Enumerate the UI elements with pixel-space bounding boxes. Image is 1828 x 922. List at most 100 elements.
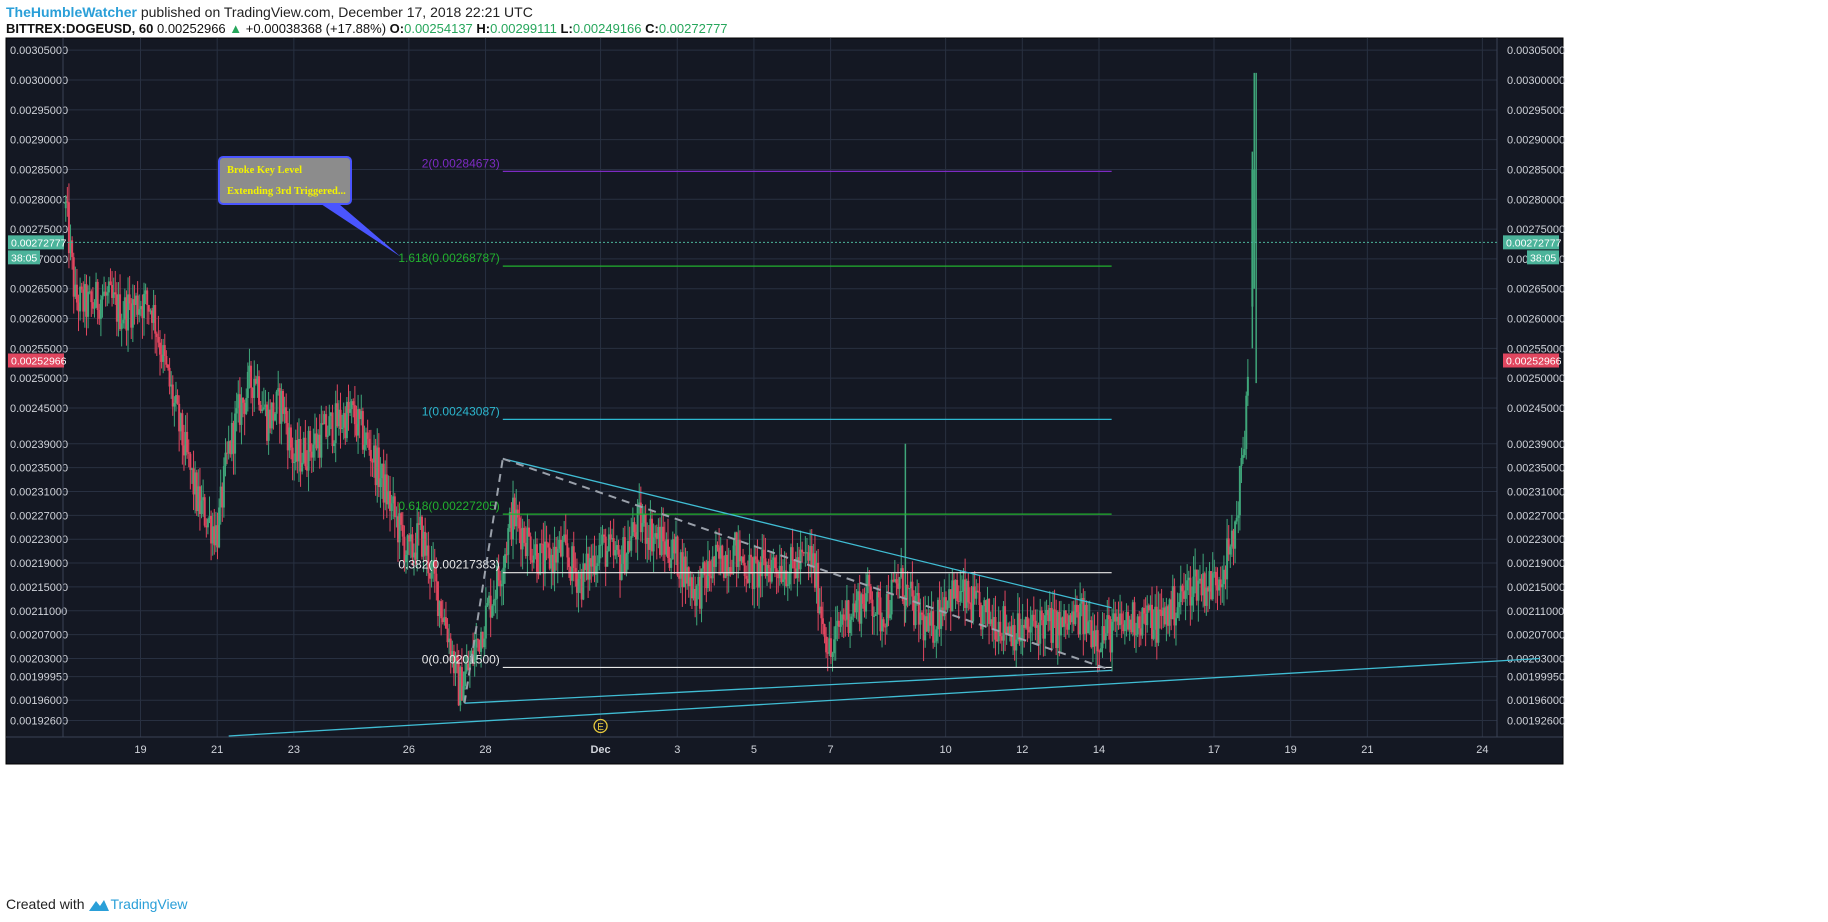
candle-up: [270, 402, 273, 429]
candle-up: [1088, 620, 1091, 622]
candle-up: [1024, 616, 1027, 628]
candle-down: [973, 586, 976, 599]
candle-up: [1115, 616, 1118, 622]
candle-down: [877, 592, 880, 598]
candle-up: [936, 599, 939, 630]
candle-up: [127, 294, 130, 331]
candle-up: [320, 423, 323, 458]
candle-down: [221, 486, 224, 508]
candle-down: [531, 560, 534, 563]
candle-down: [382, 463, 385, 503]
candle-down: [321, 423, 324, 425]
candle-down: [785, 570, 788, 587]
y-tick-label-right: 0.00280000: [1507, 194, 1565, 206]
candle-down: [497, 566, 500, 581]
candle-down: [603, 534, 606, 537]
candle-down: [82, 289, 85, 312]
candle-up: [74, 284, 77, 297]
candle-down: [1160, 610, 1163, 616]
author-link[interactable]: TheHumbleWatcher: [6, 4, 137, 20]
candle-up: [831, 653, 834, 657]
y-tick-label-right: 0.00199950: [1507, 672, 1565, 684]
event-marker-icon[interactable]: [593, 718, 608, 734]
candle-up: [488, 595, 491, 604]
y-tick-label-right: 0.00275000: [1507, 224, 1565, 236]
candle-up: [845, 600, 848, 620]
candle-down: [238, 394, 241, 425]
candle-up: [874, 614, 877, 616]
candle-down: [684, 556, 687, 584]
candle-down: [623, 537, 626, 574]
high-label: H:: [476, 21, 491, 36]
y-tick-label-right: 0.00203000: [1507, 653, 1565, 665]
candle-up: [1152, 629, 1155, 639]
candle-down: [80, 286, 83, 290]
y-tick-label-left: 0.00207000: [10, 630, 68, 642]
candle-down: [593, 555, 596, 575]
candle-down: [146, 290, 149, 306]
candle-down: [133, 299, 136, 305]
candle-down: [917, 592, 920, 625]
candle-down: [738, 539, 741, 562]
price-change: +0.00038368 (+17.88%): [245, 21, 387, 36]
candle-up: [983, 600, 986, 606]
x-tick-label: 3: [674, 744, 680, 756]
candle-down: [572, 546, 575, 568]
candle-down: [676, 536, 679, 576]
callout-pointer: [321, 204, 401, 257]
candle-down: [580, 573, 583, 600]
candle-down: [141, 306, 144, 319]
candle-down: [651, 518, 654, 552]
candle-up: [866, 574, 869, 594]
candle-down: [385, 474, 388, 505]
candle-down: [956, 579, 959, 601]
candle-down: [510, 511, 513, 540]
close-value: 0.00272777: [658, 21, 728, 36]
candle-down: [243, 402, 246, 414]
candle-down: [518, 517, 521, 529]
candle-up: [622, 537, 625, 564]
callout-text: Broke Key Level: [227, 165, 302, 176]
candle-up: [1125, 611, 1128, 621]
candle-up: [766, 564, 769, 577]
candle-down: [1103, 626, 1106, 641]
candle-up: [748, 554, 751, 583]
candle-down: [535, 544, 538, 572]
candle-up: [1184, 590, 1187, 599]
candle-up: [638, 502, 641, 506]
y-tick-label-left: 0.00275000: [10, 224, 68, 236]
candle-down: [358, 409, 361, 420]
y-tick-label-right: 0.00231000: [1507, 486, 1565, 498]
candle-down: [884, 626, 887, 628]
candle-up: [329, 412, 332, 417]
candle-up: [313, 433, 316, 445]
candle-up: [103, 291, 106, 296]
candle-down: [745, 575, 748, 579]
candle-up: [504, 554, 507, 568]
fib-level-label: 1.618(0.00268787): [398, 251, 499, 265]
candle-down: [967, 580, 970, 603]
candle-up: [940, 607, 943, 629]
tradingview-link[interactable]: TradingView: [110, 896, 188, 912]
candle-down: [1200, 578, 1203, 596]
candle-up: [1168, 599, 1171, 626]
candle-up: [280, 391, 283, 424]
candle-down: [837, 620, 840, 627]
candle-down: [456, 655, 459, 662]
candle-up: [307, 430, 310, 471]
candle-down: [278, 388, 281, 424]
candle-up: [682, 556, 685, 588]
candle-down: [1120, 613, 1123, 625]
candle-down: [1147, 605, 1150, 611]
candle-up: [579, 573, 582, 579]
candle-down: [802, 552, 805, 554]
candle-up: [975, 590, 978, 599]
candle-up: [246, 371, 249, 398]
candle-up: [294, 440, 297, 463]
candle-down: [1173, 586, 1176, 626]
candle-up: [782, 579, 785, 582]
candle-down: [440, 601, 443, 619]
candle-up: [1190, 596, 1193, 606]
candle-up: [1234, 521, 1237, 549]
